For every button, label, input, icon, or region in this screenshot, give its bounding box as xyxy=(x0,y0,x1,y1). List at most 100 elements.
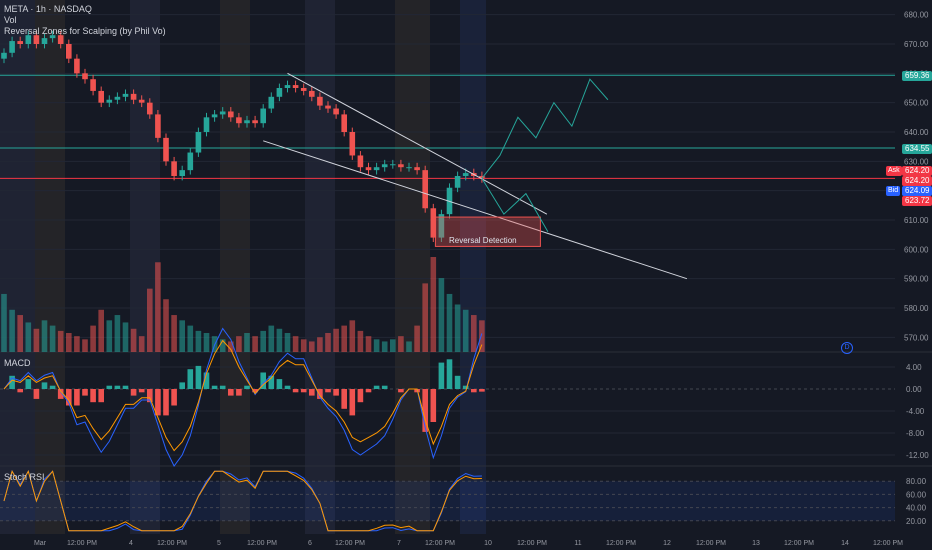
macd-histogram-bar xyxy=(179,382,185,389)
volume-bar xyxy=(381,341,388,352)
reversal-zone-box xyxy=(434,216,541,247)
session-band xyxy=(0,0,35,534)
ask-label: Ask xyxy=(886,166,902,176)
candle-body xyxy=(252,120,258,124)
macd-histogram-bar xyxy=(33,389,40,399)
volume-bar xyxy=(414,325,420,352)
volume-bar xyxy=(114,315,121,352)
price-tick-label: 670.00 xyxy=(904,40,929,49)
volume-bar xyxy=(373,339,380,352)
macd-histogram-bar xyxy=(98,389,104,403)
candle-body xyxy=(479,176,485,179)
macd-histogram-bar xyxy=(341,389,347,409)
candle-body xyxy=(25,35,32,44)
macd-histogram-bar xyxy=(41,382,48,389)
candle-body xyxy=(365,167,372,171)
macd-tick-label: -4.00 xyxy=(906,407,925,416)
price-tick-label: 590.00 xyxy=(904,275,929,284)
macd-histogram-bar xyxy=(284,385,291,389)
volume-bar xyxy=(398,336,404,352)
candle-body xyxy=(244,120,250,124)
volume-bar xyxy=(228,341,234,352)
macd-histogram-bar xyxy=(446,359,453,389)
macd-histogram-bar xyxy=(187,369,194,389)
session-shading xyxy=(0,0,486,534)
reversal-zone-label: Reversal Detection xyxy=(449,236,517,245)
macd-histogram-bar xyxy=(203,372,210,389)
candle-body xyxy=(414,167,420,171)
time-tick-label: 14 xyxy=(841,540,849,547)
time-tick-label: 12:00 PM xyxy=(517,540,547,547)
volume-bar xyxy=(9,309,15,352)
candle-body xyxy=(49,35,56,39)
macd-histogram-bar xyxy=(333,389,339,396)
volume-bar xyxy=(25,322,32,352)
macd-histogram-bar xyxy=(49,385,56,389)
candle-body xyxy=(333,108,339,115)
volume-bar xyxy=(454,304,461,352)
volume-bar xyxy=(479,320,485,352)
macd-histogram-bar xyxy=(300,389,307,393)
time-tick-label: 5 xyxy=(217,540,221,547)
volume-bar xyxy=(17,315,23,352)
ask-price-tag: 624.20 xyxy=(902,166,932,176)
bid-label: Bid xyxy=(886,186,901,196)
candle-body xyxy=(260,108,266,124)
candle-body xyxy=(17,41,23,44)
time-tick-label: 12:00 PM xyxy=(425,540,455,547)
volume-bar xyxy=(122,322,129,352)
candle-body xyxy=(228,111,234,118)
time-axis: Mar 12:00 PM 4 12:00 PM 5 12:00 PM 6 12:00 PM 7 1… xyxy=(34,540,903,547)
volume-bar xyxy=(333,328,339,352)
dividend-badge[interactable]: D xyxy=(841,342,853,354)
price-tick-label: 680.00 xyxy=(904,11,929,20)
session-band xyxy=(460,0,486,534)
macd-tick-label: 4.00 xyxy=(906,363,922,372)
stoch-rsi-pane xyxy=(0,469,895,532)
volume-bar xyxy=(325,333,331,352)
macd-histogram-bar xyxy=(114,385,121,389)
price-tick-label: 630.00 xyxy=(904,157,929,166)
time-tick-label: 12:00 PM xyxy=(247,540,277,547)
candle-body xyxy=(430,208,437,238)
macd-histogram-bar xyxy=(122,385,129,389)
level-upper-tag: 659.36 xyxy=(902,71,932,81)
macd-tick-label: -12.00 xyxy=(906,451,929,460)
candle-body xyxy=(325,105,331,109)
candle-body xyxy=(106,99,113,103)
candle-body xyxy=(74,58,80,74)
candle-body xyxy=(317,96,323,106)
volume-bar xyxy=(422,283,428,352)
session-band xyxy=(220,0,250,534)
macd-histogram-bar xyxy=(66,389,72,406)
channel-lower-line xyxy=(263,140,688,280)
volume-bar xyxy=(130,328,137,352)
volume-bar xyxy=(260,330,266,352)
stoch-tick-label: 40.00 xyxy=(906,504,927,513)
macd-histogram-bar xyxy=(252,389,258,393)
candle-body xyxy=(155,114,161,138)
macd-histogram-bar xyxy=(147,389,153,403)
price-tick-label: 570.00 xyxy=(904,333,929,342)
time-tick-label: 12 xyxy=(663,540,671,547)
macd-histogram-bar xyxy=(357,389,364,403)
volume-bar xyxy=(252,336,258,352)
indicator-label: Reversal Zones for Scalping (by Phil Vo) xyxy=(4,26,166,36)
candle-body xyxy=(398,164,404,168)
volume-bar xyxy=(446,293,453,352)
candle-body xyxy=(147,102,153,115)
volume-bar xyxy=(82,339,88,352)
candle-body xyxy=(349,132,356,156)
time-tick-label: 12:00 PM xyxy=(606,540,636,547)
macd-histogram-bar xyxy=(276,379,283,389)
reversal-zone xyxy=(434,216,541,247)
time-tick-label: 12:00 PM xyxy=(157,540,187,547)
stoch-rsi-label: Stoch RSI xyxy=(4,472,45,482)
volume-bar xyxy=(244,333,250,352)
low-price-tag: 623.72 xyxy=(902,196,932,206)
macd-tick-label: -8.00 xyxy=(906,429,925,438)
volume-bar xyxy=(66,333,72,352)
macd-pane xyxy=(0,327,895,467)
candle-body xyxy=(406,167,412,169)
